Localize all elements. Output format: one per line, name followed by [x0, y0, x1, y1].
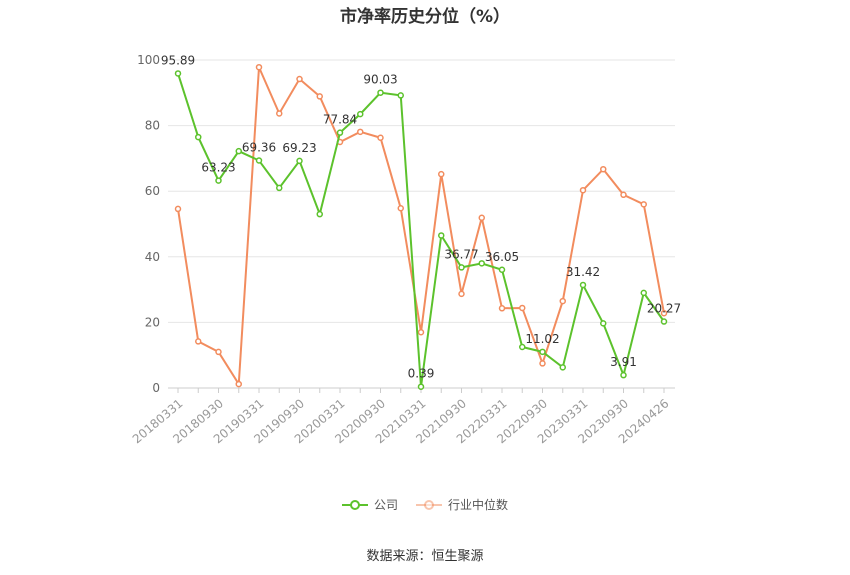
data-point	[640, 289, 647, 297]
data-point	[255, 157, 263, 164]
data-point	[336, 129, 344, 136]
legend-line-icon	[341, 499, 368, 510]
source-note: 数据来源：恒生聚源	[366, 549, 484, 564]
data-point	[235, 147, 242, 155]
data-point	[296, 157, 303, 165]
chart-title: 市净率历史分位（%）	[339, 7, 511, 27]
data-point	[559, 364, 566, 371]
data-label: 63.23	[201, 161, 235, 175]
data-point	[438, 170, 445, 178]
data-point	[276, 110, 283, 117]
data-point	[215, 348, 222, 356]
data-point	[377, 89, 384, 96]
data-point	[579, 186, 587, 194]
data-point	[417, 383, 425, 390]
data-label: 20.27	[647, 302, 681, 316]
data-point	[215, 177, 222, 184]
data-point	[316, 210, 323, 218]
data-point	[174, 70, 182, 77]
data-point	[519, 343, 526, 351]
data-point	[357, 128, 364, 136]
data-point	[498, 305, 506, 312]
data-label: 90.03	[363, 73, 397, 87]
data-point	[539, 360, 546, 367]
data-point	[357, 110, 364, 118]
data-point	[620, 191, 627, 199]
data-point	[195, 133, 202, 141]
data-point	[579, 281, 587, 289]
data-point	[377, 134, 384, 141]
series-line-0	[177, 73, 665, 387]
data-point	[438, 232, 445, 239]
legend: 公司 行业中位数	[0, 496, 850, 513]
legend-line-icon	[416, 499, 442, 510]
data-point	[255, 63, 263, 71]
y-tick-label: 0	[152, 381, 160, 395]
data-point	[235, 380, 242, 388]
data-point	[660, 318, 668, 325]
data-point	[296, 75, 303, 83]
legend-item-industry-median[interactable]: 行业中位数	[416, 496, 508, 513]
data-label: 0.39	[408, 367, 435, 381]
data-point	[397, 92, 404, 99]
data-label: 69.23	[282, 141, 316, 155]
data-label: 36.05	[485, 250, 519, 264]
data-label: 3.91	[610, 355, 637, 369]
data-point	[620, 371, 627, 379]
data-label: 11.02	[525, 332, 559, 346]
legend-item-company[interactable]: 公司	[341, 496, 398, 513]
y-tick-label: 80	[145, 119, 160, 133]
data-point	[417, 328, 425, 336]
data-label: 69.36	[242, 140, 276, 154]
data-point	[478, 214, 485, 222]
data-label: 36.77	[444, 247, 478, 261]
series-line-1	[177, 66, 665, 388]
data-point	[458, 264, 465, 271]
data-point	[458, 290, 465, 298]
data-label: 95.89	[161, 53, 195, 67]
legend-label-company: 公司	[373, 498, 398, 512]
data-point	[519, 304, 526, 312]
y-tick-label: 40	[145, 250, 160, 264]
data-point	[316, 93, 323, 100]
data-point	[539, 348, 546, 356]
y-tick-label: 60	[145, 184, 160, 198]
data-point	[640, 201, 647, 208]
data-point	[478, 260, 485, 267]
data-label: 77.84	[323, 113, 357, 127]
data-point	[276, 184, 283, 192]
data-point	[660, 309, 668, 317]
data-point	[498, 266, 506, 274]
data-point	[600, 320, 607, 327]
y-tick-label: 100	[137, 53, 160, 67]
y-tick-label: 20	[145, 315, 160, 329]
data-point	[397, 205, 404, 212]
data-point	[174, 205, 182, 213]
data-label: 31.42	[566, 265, 600, 279]
data-point	[600, 165, 607, 173]
data-point	[559, 297, 566, 305]
data-point	[195, 338, 202, 345]
legend-label-industry-median: 行业中位数	[448, 498, 509, 512]
